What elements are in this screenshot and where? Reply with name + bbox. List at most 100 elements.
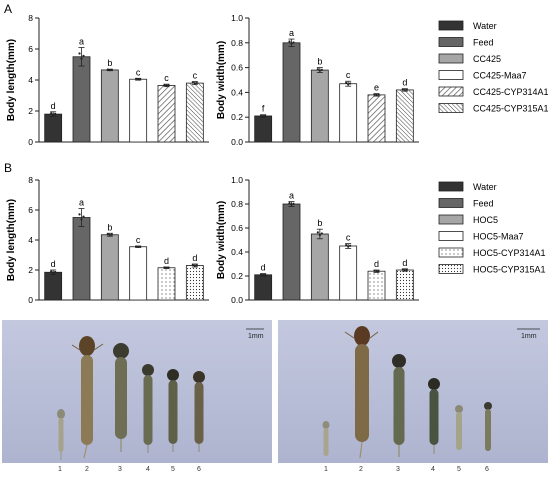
significance-letter-4: c [346, 70, 351, 80]
bar-6 [395, 89, 414, 143]
larva-d-4 [428, 378, 440, 454]
data-point [377, 269, 380, 273]
larva-c-6 [193, 371, 205, 452]
data-point [373, 269, 376, 272]
significance-letter-2: a [79, 36, 84, 46]
panel-letter-a: A [4, 2, 12, 16]
y-tick-label: 6 [28, 205, 33, 215]
data-point [292, 202, 295, 205]
legend-swatch-1 [438, 20, 464, 31]
y-tick-label: 2 [28, 265, 33, 275]
data-point [82, 54, 85, 57]
y-tick-label: 0 [28, 295, 33, 305]
data-point [349, 82, 352, 85]
larvae-d [322, 326, 492, 459]
specimen-c-3: 3 [118, 466, 122, 473]
data-point [82, 215, 85, 218]
data-point [52, 113, 55, 116]
photo-d-background [278, 320, 548, 463]
y-tick-label: 0.8 [231, 38, 243, 48]
larva-c-1 [57, 409, 65, 460]
bar-1 [44, 271, 63, 301]
significance-letter-6: d [402, 78, 407, 88]
data-point [403, 269, 406, 272]
data-point [377, 93, 380, 96]
data-point [288, 40, 291, 43]
bar-4 [129, 246, 148, 301]
larvae-c [57, 336, 205, 460]
y-tick-label: 0.2 [231, 271, 243, 281]
significance-letter-1: d [51, 101, 56, 111]
bar-5 [367, 270, 386, 301]
data-point [292, 41, 295, 44]
chart-a-body-length: Body length(mm) 0 2 4 6 8 d a b c c c [6, 13, 209, 147]
data-point [262, 273, 265, 277]
larva-d-2 [344, 326, 379, 459]
significance-letter-3: b [317, 57, 322, 67]
data-point [167, 84, 170, 87]
y-tick-label: 0.0 [231, 295, 243, 305]
significance-letter-2: a [79, 198, 84, 208]
data-point [165, 84, 168, 87]
bar-5 [157, 85, 176, 143]
bar-1 [44, 113, 63, 143]
y-tick-label: 0.6 [231, 223, 243, 233]
y-tick-label: 4 [28, 75, 33, 85]
bar-1 [254, 274, 273, 301]
legend-label-5: HOC5-CYP314A1 [473, 248, 546, 258]
bar-3 [100, 234, 119, 301]
y-tick-label: 8 [28, 175, 33, 185]
significance-letter-3: b [107, 58, 112, 68]
bar-6 [185, 265, 204, 301]
data-point [54, 112, 57, 115]
legend-swatch-3 [438, 214, 464, 225]
photo-c-background [2, 320, 272, 463]
significance-letter-5: d [164, 256, 169, 266]
larva-d-5 [455, 405, 463, 450]
y-tick-label: 2 [28, 106, 33, 116]
significance-letter-4: c [136, 235, 141, 245]
data-point [78, 52, 81, 55]
bar-1 [254, 115, 273, 143]
larva-d-6 [484, 402, 492, 451]
data-point [403, 89, 406, 92]
scale-label-d: 1mm [521, 333, 537, 340]
legend-label-4: CC425-Maa7 [473, 71, 527, 81]
legend-swatch-5 [438, 86, 464, 97]
bar-6 [395, 269, 414, 301]
significance-letter-4: c [346, 233, 351, 243]
data-point [106, 68, 109, 71]
specimen-d-3: 3 [396, 466, 400, 473]
y-tick-label: 0 [28, 137, 33, 147]
data-point [110, 233, 113, 236]
data-point [80, 218, 83, 221]
data-point [191, 263, 194, 267]
data-point [320, 68, 323, 71]
legend-label-3: CC425 [473, 54, 501, 64]
legend-label-6: HOC5-CYP315A1 [473, 265, 546, 275]
data-point [316, 231, 319, 234]
data-point [290, 42, 293, 45]
significance-letter-4: c [136, 67, 141, 77]
legend-a: Water Feed CC425 CC425-Maa7 CC425-CYP314A1 CC… [438, 20, 549, 114]
specimen-c-5: 5 [171, 466, 175, 473]
legend-swatch-6 [438, 103, 464, 113]
photo-panel-c: 1mm [2, 320, 272, 473]
larva-c-5 [167, 369, 179, 452]
specimen-c-4: 4 [146, 466, 150, 473]
data-point [108, 68, 111, 72]
specimen-c-6: 6 [197, 466, 201, 473]
significance-letter-6: d [402, 258, 407, 268]
y-tick-label: 1.0 [231, 13, 243, 23]
legend-label-3: HOC5 [473, 215, 498, 225]
legend-label-5: CC425-CYP314A1 [473, 87, 549, 97]
data-point [264, 114, 267, 117]
bar-3 [310, 233, 329, 301]
legend-label-2: Feed [473, 199, 494, 209]
specimen-c-1: 1 [58, 466, 62, 473]
data-point [405, 268, 408, 271]
data-point [316, 68, 319, 71]
significance-letter-3: b [107, 222, 112, 232]
data-point [260, 114, 263, 117]
legend-swatch-5 [438, 247, 464, 258]
